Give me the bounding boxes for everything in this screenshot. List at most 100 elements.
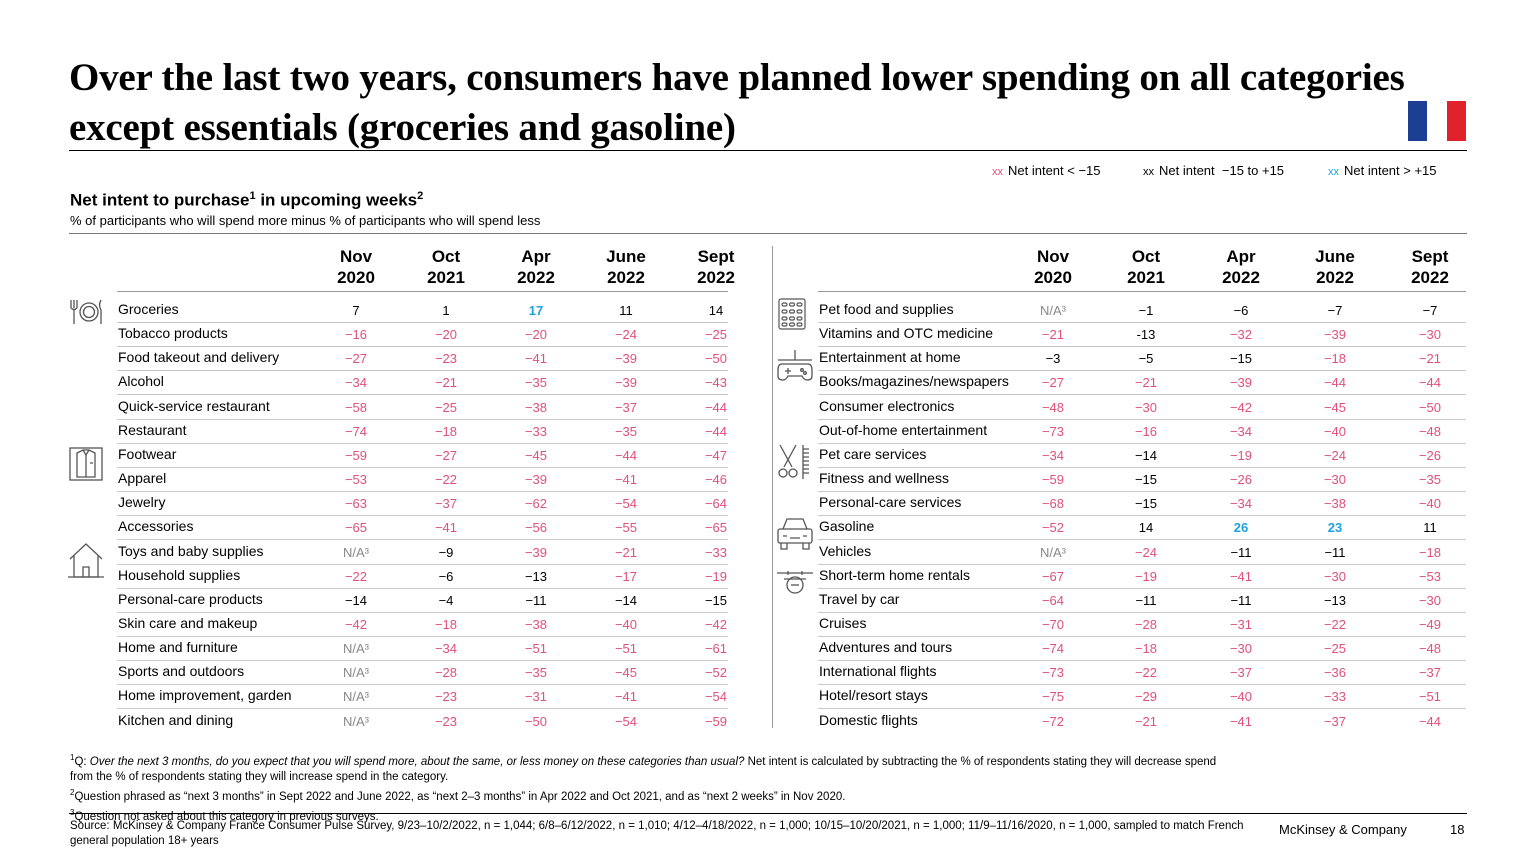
data-cell: −20 bbox=[524, 327, 548, 343]
data-cell: −35 bbox=[1418, 472, 1442, 488]
data-cell: −50 bbox=[1418, 399, 1442, 415]
row-divider bbox=[117, 418, 728, 420]
data-cell: −58 bbox=[344, 399, 368, 415]
row-divider bbox=[818, 346, 1466, 348]
data-cell: −41 bbox=[1229, 568, 1253, 584]
data-cell: −14 bbox=[614, 592, 638, 608]
data-cell: −52 bbox=[1041, 520, 1065, 536]
data-cell: −44 bbox=[1323, 375, 1347, 391]
column-header: June 2022 bbox=[1315, 247, 1355, 287]
column-header: Nov 2020 bbox=[337, 247, 375, 287]
data-cell: −41 bbox=[434, 520, 458, 536]
data-cell: −40 bbox=[1418, 496, 1442, 512]
data-cell: −24 bbox=[614, 327, 638, 343]
data-cell: N/A³ bbox=[343, 544, 369, 560]
data-cell: −21 bbox=[1418, 351, 1442, 367]
column-header: Apr 2022 bbox=[517, 247, 555, 287]
row-divider bbox=[818, 587, 1466, 589]
column-header: Apr 2022 bbox=[1222, 247, 1260, 287]
data-cell: 7 bbox=[352, 303, 360, 318]
data-cell: 23 bbox=[1327, 520, 1343, 536]
row-label: Food takeout and delivery bbox=[118, 349, 280, 366]
header-rule bbox=[818, 291, 1466, 292]
data-cell: −39 bbox=[614, 351, 638, 367]
row-label: Accessories bbox=[118, 518, 194, 535]
data-cell: −34 bbox=[1229, 496, 1253, 512]
row-divider bbox=[117, 539, 728, 541]
column-header: Oct 2021 bbox=[1127, 247, 1165, 287]
row-label: Household supplies bbox=[118, 566, 241, 583]
row-label: Kitchen and dining bbox=[118, 711, 234, 728]
data-cell: −41 bbox=[524, 351, 548, 367]
row-divider bbox=[117, 708, 728, 710]
data-cell: −40 bbox=[614, 616, 638, 632]
row-label: Home and furniture bbox=[118, 639, 238, 656]
data-cell: N/A³ bbox=[343, 641, 369, 657]
data-cell: −44 bbox=[704, 399, 728, 415]
data-cell: −35 bbox=[614, 423, 638, 439]
row-label: Pet care services bbox=[819, 445, 927, 462]
data-cell: −59 bbox=[344, 447, 368, 463]
row-label: Groceries bbox=[118, 301, 179, 317]
row-label: Sports and outdoors bbox=[118, 663, 245, 680]
row-label: Personal-care products bbox=[118, 590, 263, 607]
data-cell: −13 bbox=[524, 568, 548, 584]
data-cell: −39 bbox=[524, 472, 548, 488]
data-cell: −48 bbox=[1418, 423, 1442, 439]
row-divider bbox=[117, 491, 728, 493]
data-cell: −28 bbox=[434, 665, 458, 681]
row-divider bbox=[818, 635, 1466, 637]
row-divider bbox=[117, 587, 728, 589]
data-cell: −19 bbox=[1134, 568, 1158, 584]
data-cell: 14 bbox=[708, 303, 724, 318]
data-cell: −34 bbox=[1229, 423, 1253, 439]
row-divider bbox=[818, 466, 1466, 468]
data-cell: −42 bbox=[344, 616, 368, 632]
data-cell: −25 bbox=[434, 399, 458, 415]
data-cell: −38 bbox=[524, 399, 548, 415]
data-cell: −25 bbox=[704, 327, 728, 343]
data-cell: −1 bbox=[1138, 303, 1154, 318]
row-divider bbox=[818, 684, 1466, 686]
data-cell: −30 bbox=[1134, 399, 1158, 415]
header-rule bbox=[117, 291, 728, 292]
row-label: Vehicles bbox=[819, 542, 872, 559]
data-cell: −54 bbox=[614, 713, 638, 729]
data-cell: −39 bbox=[614, 375, 638, 391]
page-title: Over the last two years, consumers have … bbox=[69, 56, 1405, 149]
row-divider bbox=[818, 660, 1466, 662]
data-cell: −15 bbox=[1134, 472, 1158, 488]
row-label: Travel by car bbox=[819, 590, 900, 607]
row-label: Short-term home rentals bbox=[819, 566, 970, 583]
data-cell: 1 bbox=[442, 303, 450, 318]
data-cell: −31 bbox=[1229, 616, 1253, 632]
data-cell: −51 bbox=[1418, 689, 1442, 705]
row-label: Books/magazines/newspapers bbox=[819, 373, 1009, 390]
data-cell: −43 bbox=[704, 375, 728, 391]
data-cell: −21 bbox=[1134, 375, 1158, 391]
france-flag-icon bbox=[1408, 101, 1466, 141]
data-cell: −15 bbox=[1134, 496, 1158, 512]
shirt-icon bbox=[69, 447, 103, 481]
title-rule bbox=[69, 150, 1467, 151]
row-divider bbox=[818, 491, 1466, 493]
gamepad-icon bbox=[777, 350, 813, 381]
data-cell: −25 bbox=[1323, 641, 1347, 657]
data-cell: −40 bbox=[1323, 423, 1347, 439]
data-cell: −37 bbox=[434, 496, 458, 512]
legend-item-low: xx Net intent < −15 bbox=[992, 163, 1101, 178]
data-cell: −22 bbox=[434, 472, 458, 488]
data-cell: −72 bbox=[1041, 713, 1065, 729]
data-cell: −39 bbox=[1323, 327, 1347, 343]
data-cell: −38 bbox=[524, 616, 548, 632]
data-cell: −50 bbox=[704, 351, 728, 367]
data-cell: −18 bbox=[1323, 351, 1347, 367]
data-cell: −13 bbox=[1323, 592, 1347, 608]
data-cell: −16 bbox=[1134, 423, 1158, 439]
data-cell: −65 bbox=[704, 520, 728, 536]
data-cell: −7 bbox=[1422, 303, 1438, 318]
data-cell: −21 bbox=[614, 544, 638, 560]
data-cell: −38 bbox=[1323, 496, 1347, 512]
data-cell: −50 bbox=[524, 713, 548, 729]
row-divider bbox=[818, 418, 1466, 420]
